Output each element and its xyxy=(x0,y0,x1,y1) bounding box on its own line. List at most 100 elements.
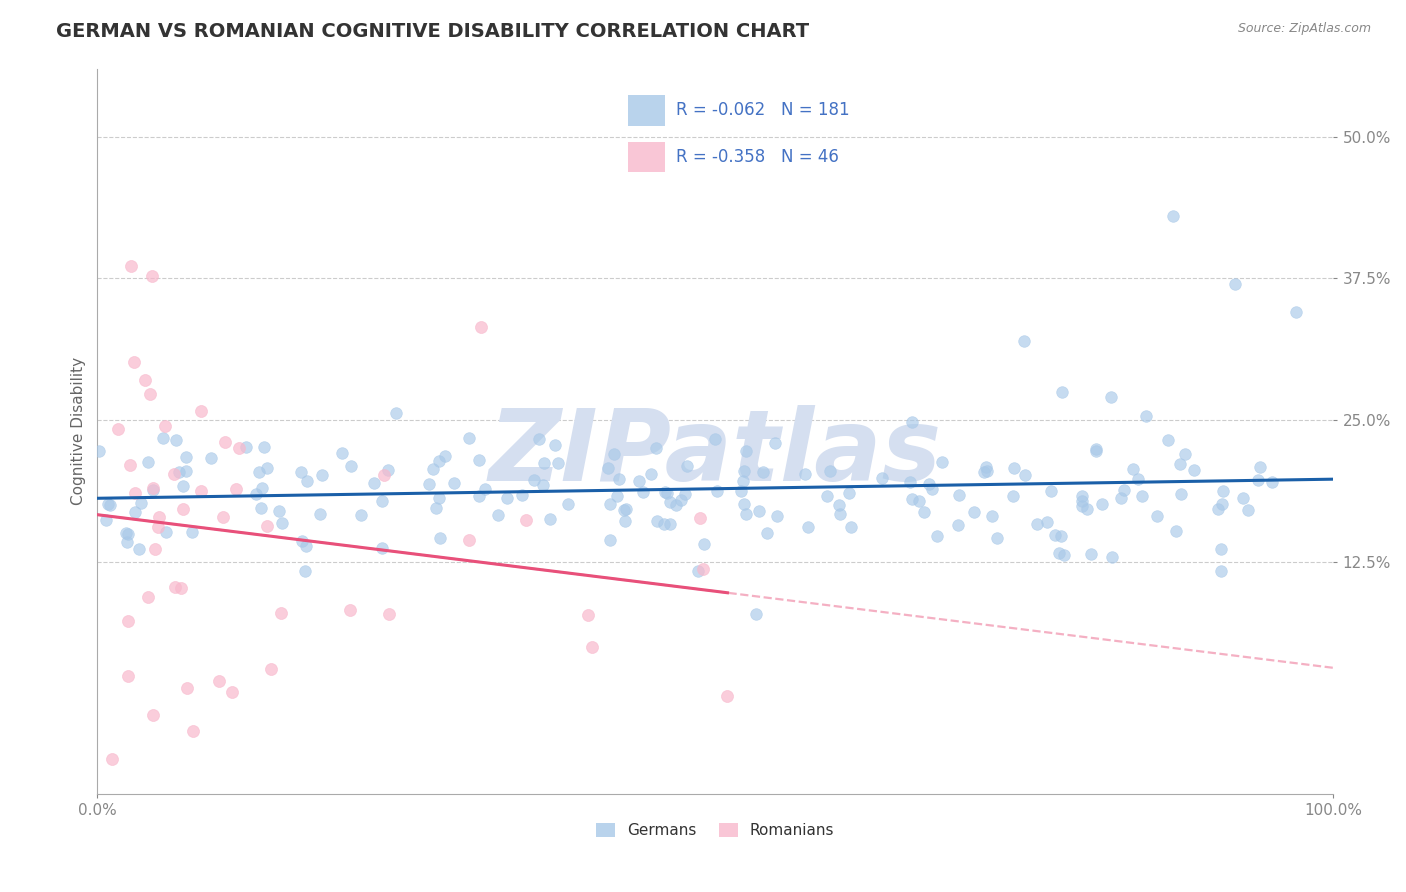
Point xyxy=(692,562,714,576)
Point xyxy=(733,464,755,478)
Point xyxy=(486,508,509,522)
Point xyxy=(141,269,163,284)
Point xyxy=(1002,489,1025,503)
Point xyxy=(1053,548,1076,562)
Point xyxy=(1170,487,1192,501)
Point xyxy=(143,541,166,556)
Text: Source: ZipAtlas.com: Source: ZipAtlas.com xyxy=(1237,22,1371,36)
Point xyxy=(655,485,678,500)
Point xyxy=(733,497,755,511)
Point xyxy=(228,442,250,456)
Point xyxy=(596,461,619,475)
Point xyxy=(1050,384,1073,399)
Point xyxy=(531,478,554,492)
Point xyxy=(735,443,758,458)
Point xyxy=(1135,409,1157,424)
Point xyxy=(734,507,756,521)
Point xyxy=(1285,305,1308,319)
Point xyxy=(134,373,156,387)
Point xyxy=(468,453,491,467)
Point xyxy=(523,473,546,487)
Point xyxy=(652,516,675,531)
Point xyxy=(148,520,170,534)
Point xyxy=(434,450,457,464)
Point xyxy=(527,433,550,447)
Point xyxy=(148,510,170,524)
Point xyxy=(176,450,198,465)
Point xyxy=(118,458,141,473)
Point xyxy=(1182,463,1205,477)
Point xyxy=(155,418,177,433)
Point xyxy=(311,468,333,483)
Point xyxy=(117,615,139,629)
Point xyxy=(1050,529,1073,543)
Point xyxy=(908,494,931,508)
Point xyxy=(174,464,197,478)
Point xyxy=(603,447,626,461)
Point xyxy=(101,752,124,766)
Point xyxy=(1126,472,1149,486)
Point xyxy=(1114,483,1136,497)
Point xyxy=(212,509,235,524)
Point xyxy=(425,500,447,515)
Point xyxy=(141,481,163,495)
Point xyxy=(576,607,599,622)
Point xyxy=(371,541,394,556)
Point xyxy=(704,432,727,446)
Point xyxy=(510,488,533,502)
Point xyxy=(1161,209,1184,223)
Point xyxy=(115,526,138,541)
Point xyxy=(1111,491,1133,505)
Point xyxy=(96,513,118,527)
Point xyxy=(152,431,174,445)
Point xyxy=(976,459,998,474)
Point xyxy=(155,524,177,539)
Point xyxy=(371,494,394,508)
Point xyxy=(1164,524,1187,538)
Legend: Germans, Romanians: Germans, Romanians xyxy=(591,817,841,845)
Point xyxy=(533,456,555,470)
Point xyxy=(350,508,373,522)
Point xyxy=(1071,489,1094,503)
Point xyxy=(976,464,998,478)
Point xyxy=(901,415,924,429)
Point xyxy=(1211,564,1233,578)
Point xyxy=(129,496,152,510)
Point xyxy=(1070,500,1092,514)
Point xyxy=(669,493,692,508)
Point xyxy=(117,669,139,683)
Point xyxy=(931,455,953,469)
Point xyxy=(675,487,697,501)
Point xyxy=(1099,390,1122,404)
Point xyxy=(839,519,862,533)
Point xyxy=(295,539,318,553)
Point xyxy=(986,531,1008,545)
Point xyxy=(581,640,603,654)
Point xyxy=(645,514,668,528)
Point xyxy=(870,471,893,485)
Point xyxy=(142,707,165,722)
Point xyxy=(253,440,276,454)
Point xyxy=(706,483,728,498)
Point xyxy=(689,511,711,525)
Point xyxy=(925,528,948,542)
Point xyxy=(1247,473,1270,487)
Point xyxy=(208,673,231,688)
Point xyxy=(373,468,395,483)
Point xyxy=(1211,498,1233,512)
Point xyxy=(1212,484,1234,499)
Point xyxy=(138,386,160,401)
Point xyxy=(124,486,146,500)
Point xyxy=(363,475,385,490)
Point xyxy=(470,320,492,334)
Point xyxy=(1014,467,1036,482)
Point xyxy=(429,531,451,545)
Point xyxy=(1039,484,1062,499)
Point xyxy=(250,500,273,515)
Point xyxy=(1211,542,1233,557)
Point xyxy=(190,483,212,498)
Point xyxy=(1091,497,1114,511)
Text: ZIPatlas: ZIPatlas xyxy=(489,405,942,501)
Point xyxy=(138,590,160,604)
Point xyxy=(100,498,122,512)
